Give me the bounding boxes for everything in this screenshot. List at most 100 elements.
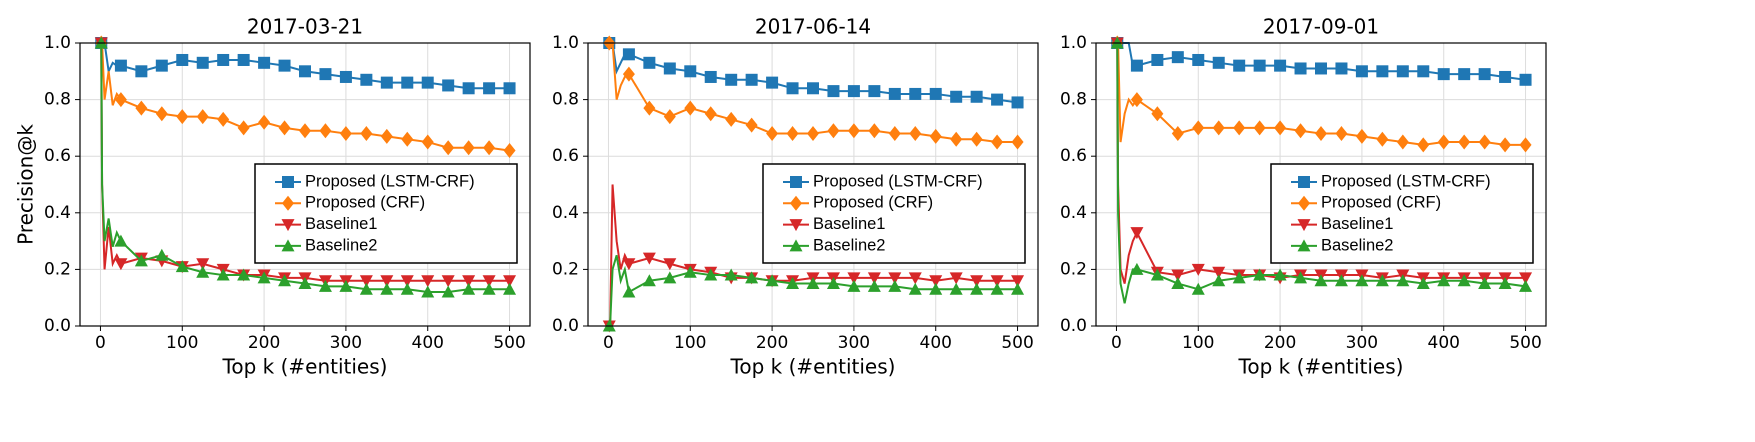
marker [867,279,881,292]
y-tick-label: 0.6 [44,146,71,166]
marker [1253,268,1267,281]
marker [503,275,517,288]
marker [442,140,455,156]
marker [462,140,475,156]
marker [786,277,800,290]
y-tick-label: 0.0 [552,316,579,336]
marker [789,239,803,252]
marker [991,134,1004,150]
marker [622,48,635,61]
marker [1457,274,1471,287]
marker [1294,271,1308,284]
x-tick-label: 500 [1509,333,1541,353]
marker [1150,268,1164,281]
marker [847,279,861,292]
marker [1212,56,1225,69]
marker [401,76,414,89]
marker [990,282,1004,295]
marker [1315,62,1327,75]
subplot: 0.0 0.2 0.4 0.6 0.8 1.0 0 100 200 300 400 500 2017-0… [14,15,531,379]
marker [134,254,148,267]
marker [991,93,1004,106]
marker [339,279,353,292]
marker [807,82,819,95]
marker [1376,131,1389,147]
x-tick-label: 400 [920,333,952,353]
marker [196,258,210,271]
marker [1335,62,1348,75]
marker [990,275,1004,288]
marker [1417,137,1430,153]
marker [806,277,820,290]
marker [745,117,758,133]
marker [1519,73,1532,86]
marker [135,65,148,78]
marker [1171,269,1185,282]
marker [1212,266,1226,279]
series-line [100,42,510,294]
marker [1171,51,1184,64]
marker [400,282,414,295]
marker [1499,70,1512,83]
marker [155,248,169,261]
marker [1294,62,1307,75]
y-tick-label: 0.6 [552,146,579,166]
legend-label: Proposed (CRF) [1321,194,1441,212]
marker [421,275,435,288]
marker [441,285,455,298]
marker [1233,59,1246,72]
marker [1478,134,1491,150]
marker [929,128,942,144]
marker [155,106,168,122]
marker [503,282,517,295]
marker [888,87,901,100]
marker [1274,59,1287,72]
marker [765,274,779,287]
marker [684,100,697,116]
legend-label: Proposed (LSTM-CRF) [813,172,983,190]
x-axis-label: Top k (#entities) [1238,355,1404,379]
marker [1314,274,1328,287]
x-tick-label: 0 [1111,333,1122,353]
marker [1273,268,1287,281]
y-tick-label: 1.0 [44,33,71,53]
marker [282,195,294,211]
marker [442,79,455,92]
marker [1253,120,1266,136]
y-tick-label: 0.8 [1060,90,1087,110]
x-tick-label: 300 [1346,333,1378,353]
marker [1498,277,1512,290]
marker [766,126,779,142]
marker [281,219,295,232]
marker [359,282,373,295]
marker [622,258,636,271]
marker [1232,271,1246,284]
chart-title: 2017-03-21 [247,15,363,39]
marker [1212,120,1225,136]
y-tick-label: 0.8 [44,90,71,110]
marker [319,123,332,139]
marker [826,277,840,290]
marker [196,109,209,125]
marker [339,70,352,83]
marker [1151,106,1164,122]
marker [1233,120,1246,136]
marker [766,76,779,89]
marker [663,109,676,125]
marker [909,126,922,142]
y-tick-label: 0.4 [552,203,579,223]
marker [1191,282,1205,295]
marker [1191,263,1205,276]
marker [1355,128,1368,144]
legend-label: Baseline1 [813,215,885,233]
legend: Proposed (LSTM-CRF) Proposed (CRF) Baselin… [1270,163,1534,264]
marker [790,176,802,188]
marker [807,126,819,142]
x-axis-label: Top k (#entities) [730,355,896,379]
marker [258,114,271,130]
marker [1334,274,1348,287]
marker [929,87,942,100]
marker [278,274,292,287]
marker [1519,137,1532,153]
marker [790,195,802,211]
